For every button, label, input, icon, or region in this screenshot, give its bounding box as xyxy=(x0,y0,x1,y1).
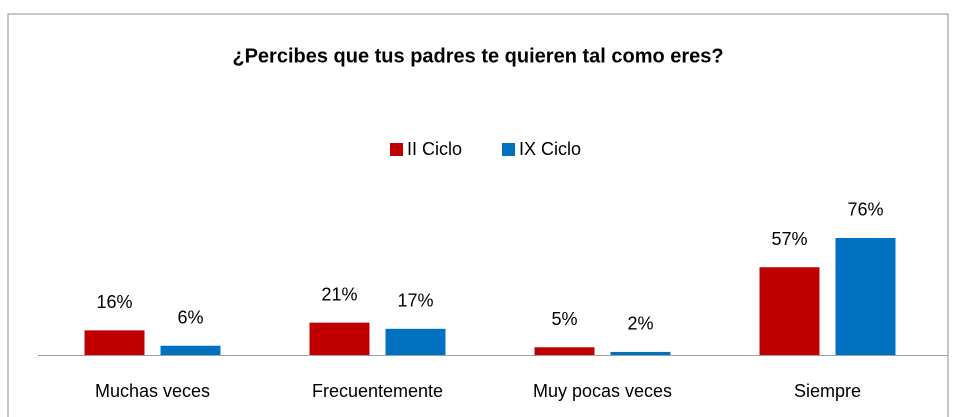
bar xyxy=(84,330,145,355)
value-label: 16% xyxy=(96,292,132,312)
value-label: 6% xyxy=(177,308,203,328)
legend-label: II Ciclo xyxy=(407,139,462,159)
value-label: 2% xyxy=(627,314,653,334)
value-label: 17% xyxy=(397,291,433,311)
bar xyxy=(835,237,896,355)
chart-frame xyxy=(7,13,949,417)
bar xyxy=(160,345,221,355)
x-tick-label: Muchas veces xyxy=(95,381,210,401)
x-tick-label: Frecuentemente xyxy=(312,381,443,401)
value-label: 76% xyxy=(847,200,883,220)
legend-label: IX Ciclo xyxy=(519,139,581,159)
bar xyxy=(610,351,671,355)
chart-title: ¿Percibes que tus padres te quieren tal … xyxy=(232,45,723,67)
bar xyxy=(759,267,820,355)
bar xyxy=(534,347,595,355)
legend-swatch xyxy=(390,143,403,156)
x-tick-label: Siempre xyxy=(794,381,861,401)
value-label: 21% xyxy=(321,284,357,304)
bar xyxy=(309,322,370,355)
legend-swatch xyxy=(502,143,515,156)
value-label: 57% xyxy=(771,229,807,249)
value-label: 5% xyxy=(551,309,577,329)
x-tick-label: Muy pocas veces xyxy=(533,381,672,401)
bar xyxy=(385,328,446,355)
